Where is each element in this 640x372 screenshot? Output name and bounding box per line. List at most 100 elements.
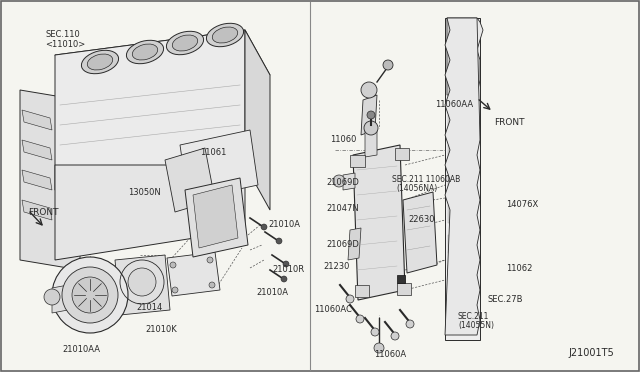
Ellipse shape xyxy=(212,27,237,43)
Text: 11060AA: 11060AA xyxy=(435,100,473,109)
Text: 11060A: 11060A xyxy=(374,350,406,359)
Circle shape xyxy=(170,262,176,268)
Text: 11060: 11060 xyxy=(330,135,356,144)
Text: (14055N): (14055N) xyxy=(458,321,494,330)
Text: 21230: 21230 xyxy=(323,262,349,271)
Bar xyxy=(448,265,476,280)
Polygon shape xyxy=(20,90,80,270)
Circle shape xyxy=(44,289,60,305)
Circle shape xyxy=(207,257,213,263)
Circle shape xyxy=(391,332,399,340)
Bar xyxy=(448,25,476,43)
Text: 21010A: 21010A xyxy=(268,220,300,229)
Polygon shape xyxy=(165,148,215,212)
Bar xyxy=(448,55,476,73)
Circle shape xyxy=(364,121,378,135)
Text: 21010A: 21010A xyxy=(256,288,288,297)
Circle shape xyxy=(261,224,267,230)
Text: (14056NA): (14056NA) xyxy=(396,184,437,193)
Text: 11061: 11061 xyxy=(200,148,227,157)
Bar xyxy=(350,155,365,167)
Text: 11060AC: 11060AC xyxy=(314,305,352,314)
Circle shape xyxy=(367,111,375,119)
Polygon shape xyxy=(447,18,483,95)
Polygon shape xyxy=(348,228,361,260)
Circle shape xyxy=(52,257,128,333)
Polygon shape xyxy=(193,185,238,248)
Polygon shape xyxy=(115,255,170,315)
Bar xyxy=(448,115,476,133)
Ellipse shape xyxy=(127,40,164,64)
Text: 21014: 21014 xyxy=(136,303,163,312)
Text: 13050N: 13050N xyxy=(128,188,161,197)
Ellipse shape xyxy=(207,23,244,47)
Text: 21010AA: 21010AA xyxy=(62,345,100,354)
Circle shape xyxy=(333,175,345,187)
Circle shape xyxy=(356,315,364,323)
Ellipse shape xyxy=(166,31,204,55)
Polygon shape xyxy=(185,178,248,257)
Polygon shape xyxy=(245,30,270,210)
Ellipse shape xyxy=(132,44,157,60)
Bar xyxy=(397,283,411,295)
Text: SEC.110: SEC.110 xyxy=(45,30,80,39)
Polygon shape xyxy=(22,140,52,160)
Polygon shape xyxy=(343,173,355,190)
Circle shape xyxy=(276,238,282,244)
Polygon shape xyxy=(55,30,245,190)
Text: 14076X: 14076X xyxy=(506,200,538,209)
Polygon shape xyxy=(55,30,270,100)
Text: 11062: 11062 xyxy=(506,264,532,273)
Text: J21001T5: J21001T5 xyxy=(568,348,614,358)
Circle shape xyxy=(209,282,215,288)
Text: SEC.211 11060AB: SEC.211 11060AB xyxy=(392,175,460,184)
Text: 21069D: 21069D xyxy=(326,240,359,249)
Text: <11010>: <11010> xyxy=(45,40,85,49)
Text: 21010K: 21010K xyxy=(145,325,177,334)
Polygon shape xyxy=(22,110,52,130)
Circle shape xyxy=(283,261,289,267)
Polygon shape xyxy=(361,95,377,135)
Circle shape xyxy=(361,82,377,98)
Bar xyxy=(448,175,476,193)
Polygon shape xyxy=(167,252,220,296)
Ellipse shape xyxy=(87,54,113,70)
Bar xyxy=(397,275,405,283)
Text: SEC.27B: SEC.27B xyxy=(487,295,522,304)
Bar xyxy=(448,145,476,160)
Polygon shape xyxy=(55,165,245,260)
Circle shape xyxy=(371,328,379,336)
Text: FRONT: FRONT xyxy=(494,118,525,127)
Circle shape xyxy=(62,267,118,323)
Polygon shape xyxy=(52,285,68,313)
Bar xyxy=(448,85,476,103)
Polygon shape xyxy=(22,200,52,220)
Circle shape xyxy=(383,60,393,70)
Text: FRONT: FRONT xyxy=(28,208,58,217)
Circle shape xyxy=(374,343,384,353)
Circle shape xyxy=(281,276,287,282)
Bar xyxy=(355,285,369,297)
Bar xyxy=(448,235,476,253)
Circle shape xyxy=(128,268,156,296)
Circle shape xyxy=(72,277,108,313)
Polygon shape xyxy=(445,18,480,340)
Polygon shape xyxy=(180,130,258,200)
Text: 21069D: 21069D xyxy=(326,178,359,187)
Polygon shape xyxy=(403,192,437,273)
Ellipse shape xyxy=(81,50,118,74)
Ellipse shape xyxy=(172,35,198,51)
Circle shape xyxy=(346,295,354,303)
Polygon shape xyxy=(445,18,480,335)
Circle shape xyxy=(172,287,178,293)
Text: 21010R: 21010R xyxy=(272,265,304,274)
Polygon shape xyxy=(365,128,377,157)
Text: 21047N: 21047N xyxy=(326,204,359,213)
Bar xyxy=(395,148,409,160)
Polygon shape xyxy=(22,170,52,190)
Circle shape xyxy=(406,320,414,328)
Bar xyxy=(448,205,476,223)
Text: SEC.211: SEC.211 xyxy=(458,312,490,321)
Text: 22630: 22630 xyxy=(408,215,435,224)
Polygon shape xyxy=(353,145,405,300)
